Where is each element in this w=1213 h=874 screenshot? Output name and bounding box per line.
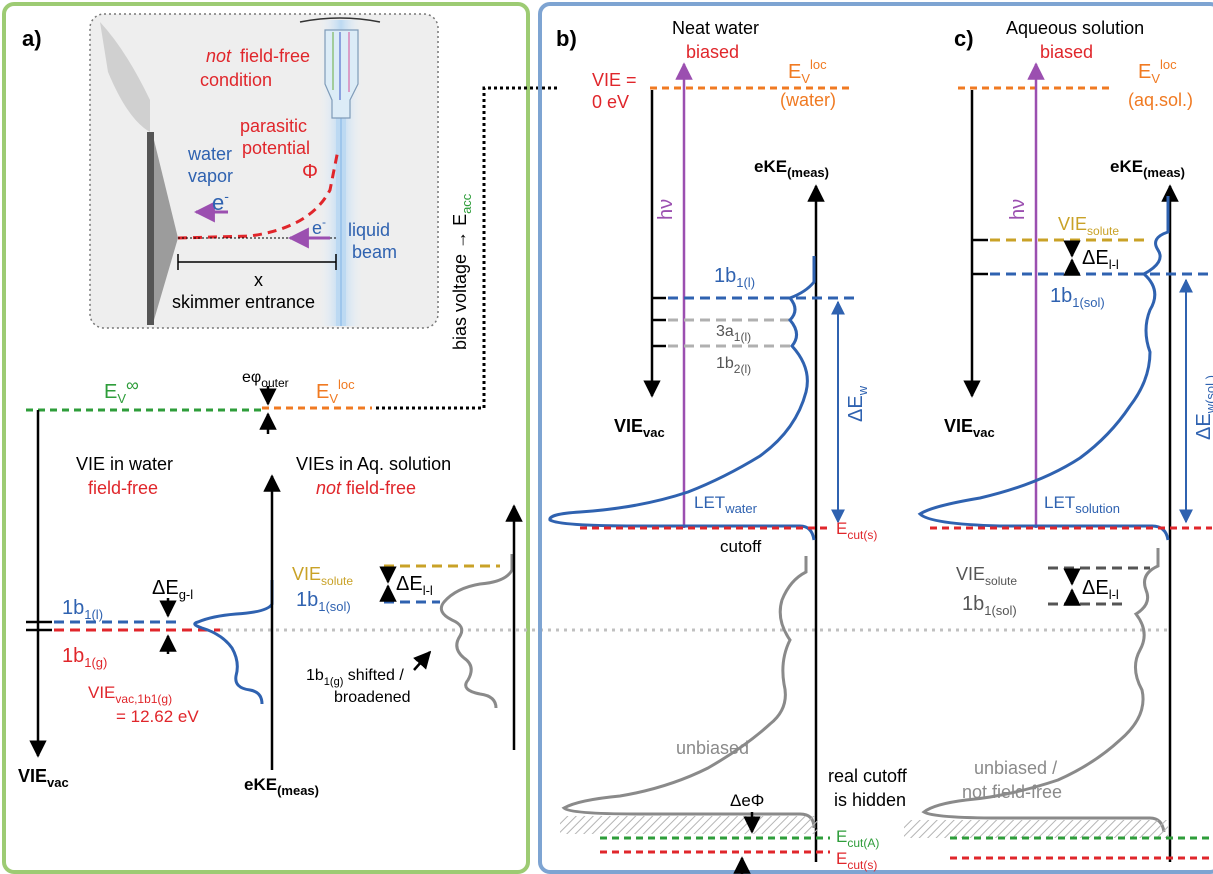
- panel-c-subtitle: biased: [1040, 42, 1093, 62]
- ekemeas-label-a: eKE(meas): [244, 775, 319, 798]
- unbiased-label-b: unbiased: [676, 738, 749, 758]
- vie-vac-label-b: VIEvac: [614, 416, 665, 440]
- panel-b-title: Neat water: [672, 18, 759, 38]
- vie-vac-1b1g-label: VIEvac,1b1(g): [88, 683, 172, 706]
- vie-solute-label-c2: VIEsolute: [956, 564, 1017, 588]
- delta-ephi-label: ΔeΦ: [730, 791, 764, 810]
- ecut-a-label-b: Ecut(A): [836, 827, 879, 850]
- let-solution-label: LETsolution: [1044, 493, 1120, 516]
- panel-b-subtitle: biased: [686, 42, 739, 62]
- aq-spectrum-a: [439, 554, 514, 709]
- not-field-free-aq-label: not field-free: [316, 478, 416, 498]
- ev-infinity-label: EV∞: [104, 375, 139, 406]
- ev-loc-label-c: EVloc: [1138, 57, 1177, 86]
- ev-loc-note-b: (water): [780, 90, 836, 110]
- potential-label: potential: [242, 138, 310, 158]
- de-ll-label-c: ΔEl-l: [1082, 247, 1119, 272]
- hv-label-b: hν: [655, 199, 677, 220]
- b1sol-label-c2: 1b1(sol): [962, 593, 1017, 618]
- field-free-water-label: field-free: [88, 478, 158, 498]
- vie-value-label: = 12.62 eV: [116, 707, 199, 726]
- vie-vac-label-c: VIEvac: [944, 416, 995, 440]
- ev-loc-label-b: EVloc: [788, 57, 827, 86]
- vie-solute-label-a: VIEsolute: [292, 564, 353, 588]
- b1l-label-a: 1b1(l): [62, 597, 103, 622]
- unbiased-spectrum-b: [561, 556, 816, 829]
- vie-in-water-label: VIE in water: [76, 454, 173, 474]
- bias-connector: [376, 86, 560, 410]
- ev-loc-note-c: (aq.sol.): [1128, 90, 1193, 110]
- broadened-label: broadened: [334, 689, 411, 706]
- hatch-region-c: [904, 820, 1168, 838]
- a1l-label-b: 3a1(l): [716, 323, 751, 344]
- panel-bc-frame: [538, 2, 1213, 874]
- b1l-label-b: 1b1(l): [714, 265, 755, 290]
- water-spectrum-b: [548, 256, 816, 541]
- vapor-label: vapor: [188, 166, 233, 186]
- not-field-free-label: not: [206, 46, 232, 66]
- cutoff-label: cutoff: [720, 537, 762, 556]
- ev-loc-label-a: EVloc: [316, 377, 355, 406]
- real-cutoff-label: real cutoff: [828, 766, 908, 786]
- shifted-label: 1b1(g) shifted /: [306, 667, 404, 688]
- ephi-outer-label: eφouter: [242, 369, 289, 390]
- water-label: water: [187, 144, 232, 164]
- parasitic-label: parasitic: [240, 116, 307, 136]
- vie-zero-label: 0 eV: [592, 92, 629, 112]
- b1sol-label-a: 1b1(sol): [296, 589, 351, 614]
- hv-label-c: hν: [1007, 199, 1029, 220]
- de-ll-label-c2: ΔEl-l: [1082, 577, 1119, 602]
- ekemeas-label-b: eKE(meas): [754, 157, 829, 180]
- liquid-label: liquid: [348, 220, 390, 240]
- field-free-label: field-free: [240, 46, 310, 66]
- inset-schematic: [89, 13, 439, 329]
- panel-c-label: c): [954, 26, 974, 51]
- unbiased-label-c1: unbiased /: [974, 758, 1057, 778]
- vie-solute-label-c: VIEsolute: [1058, 214, 1119, 238]
- de-ll-label-a: ΔEl-l: [396, 573, 433, 598]
- ekemeas-label-c: eKE(meas): [1110, 157, 1185, 180]
- vie-vac-label-a: VIEvac: [18, 766, 69, 790]
- ecut-s-label-b2: Ecut(s): [836, 849, 877, 872]
- electron-label-2: e-: [312, 215, 326, 238]
- vie-eq-label: VIE =: [592, 70, 637, 90]
- de-gl-label: ΔEg-l: [152, 577, 193, 602]
- unbiased-spectrum-c: [921, 548, 1166, 833]
- unbiased-label-c2: not field-free: [962, 782, 1062, 802]
- electron-label-1: e-: [212, 188, 229, 215]
- hidden-label: is hidden: [834, 790, 906, 810]
- let-water-label: LETwater: [694, 493, 758, 516]
- bias-voltage-label: bias voltage → Eacc: [450, 193, 474, 350]
- parasitic-potential-curve: [177, 149, 340, 240]
- b1sol-label-c: 1b1(sol): [1050, 285, 1105, 310]
- de-w-label: ΔEw: [845, 385, 870, 422]
- panel-a-label: a): [22, 26, 42, 51]
- ecut-s-label-b: Ecut(s): [836, 519, 877, 542]
- panel-a-frame: [2, 2, 530, 874]
- water-spectrum-a: [193, 580, 274, 705]
- phi-label: Φ: [302, 161, 318, 183]
- beam-label: beam: [352, 242, 397, 262]
- de-wsol-label: ΔEw(sol.): [1193, 375, 1213, 440]
- condition-label: condition: [200, 70, 272, 90]
- hatch-region-b: [560, 816, 818, 834]
- panel-c-title: Aqueous solution: [1006, 18, 1144, 38]
- solution-spectrum-c: [917, 196, 1170, 541]
- vies-aq-label: VIEs in Aq. solution: [296, 454, 451, 474]
- skimmer-label: skimmer entrance: [172, 292, 315, 312]
- x-label: x: [254, 270, 263, 290]
- b2l-label-b: 1b2(l): [716, 355, 751, 376]
- panel-b-label: b): [556, 26, 577, 51]
- b1g-label-a: 1b1(g): [62, 645, 107, 670]
